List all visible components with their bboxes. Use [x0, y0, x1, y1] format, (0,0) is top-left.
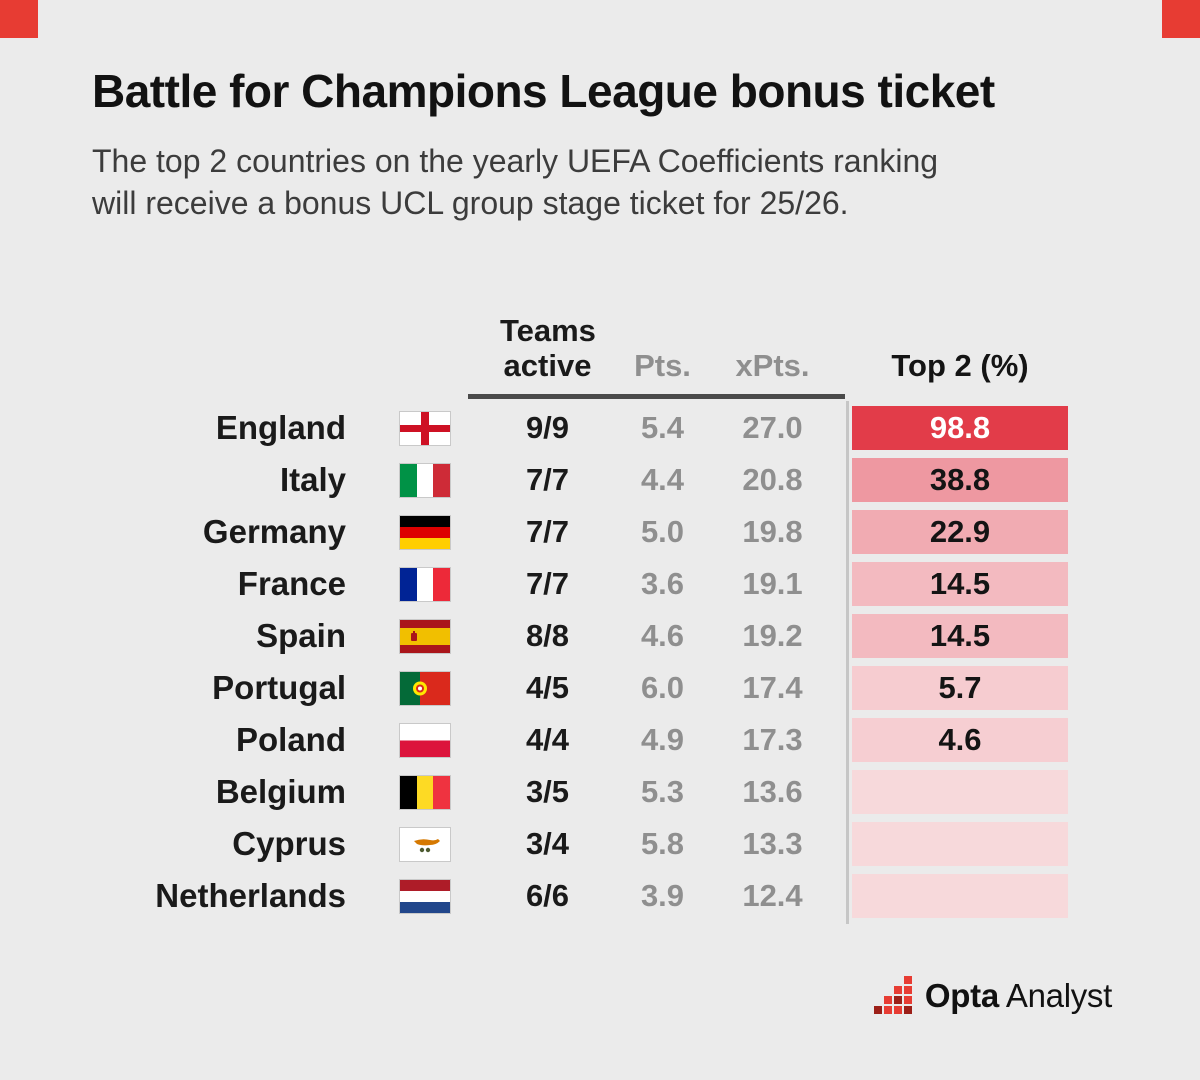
country-name: Italy [279, 461, 346, 498]
teams-active-value: 4/4 [525, 722, 570, 757]
top2-cell [852, 874, 1068, 918]
italy-flag-icon [399, 462, 451, 498]
top2-cell: 14.5 [852, 562, 1068, 606]
pts-value: 5.0 [640, 514, 685, 549]
country-name: Spain [256, 617, 346, 654]
table-row: Poland 4/4 4.9 17.3 4.6 [0, 714, 1200, 766]
belgium-flag-icon [399, 774, 451, 810]
table-row: Germany 7/7 5.0 19.8 22.9 [0, 506, 1200, 558]
page-subtitle-line2: will receive a bonus UCL group stage tic… [92, 185, 849, 222]
page-title: Battle for Champions League bonus ticket [92, 65, 995, 117]
country-name: Poland [235, 721, 346, 758]
brand-name-bold: Opta [924, 977, 999, 1014]
teams-active-value: 4/5 [525, 670, 570, 705]
country-name: Cyprus [232, 825, 346, 862]
pts-value: 3.9 [640, 878, 685, 913]
xpts-value: 19.1 [742, 566, 803, 601]
header-xpts: xPts. [735, 348, 810, 383]
corner-accent-top-right [1162, 0, 1200, 38]
top2-cell: 5.7 [852, 666, 1068, 710]
xpts-value: 12.4 [742, 878, 803, 913]
xpts-value: 17.3 [742, 722, 803, 757]
table-row: Portugal 4/5 6.0 17.4 5.7 [0, 662, 1200, 714]
top2-cell: 22.9 [852, 510, 1068, 554]
pts-value: 3.6 [640, 566, 685, 601]
header-top2-label: Top 2 (%) [891, 348, 1029, 383]
header-teams-line1: Teams [500, 312, 596, 348]
corner-accent-top-left [0, 0, 38, 38]
page-subtitle: The top 2 countries on the yearly UEFA C… [92, 140, 938, 224]
table-row: Italy 7/7 4.4 20.8 38.8 [0, 454, 1200, 506]
xpts-value: 13.6 [742, 774, 803, 809]
country-name: France [237, 565, 346, 602]
teams-active-value: 3/4 [525, 826, 570, 861]
xpts-value: 20.8 [742, 462, 803, 497]
header-divider-line [468, 394, 845, 399]
cyprus-flag-icon [399, 826, 451, 862]
teams-active-value: 6/6 [525, 878, 570, 913]
country-name: Germany [202, 513, 346, 550]
xpts-value: 27.0 [742, 410, 803, 445]
country-name: Netherlands [155, 877, 346, 914]
pts-value: 4.9 [640, 722, 685, 757]
portugal-flag-icon [399, 670, 451, 706]
country-name: England [215, 409, 346, 446]
header-pts: Pts. [634, 348, 691, 383]
xpts-value: 13.3 [742, 826, 803, 861]
spain-flag-icon [399, 618, 451, 654]
pts-value: 5.3 [640, 774, 685, 809]
table-body: England 9/9 5.4 27.0 98.8 Italy 7/7 4.4 … [0, 402, 1200, 922]
table-header-row: Teams active Pts. xPts. Top 2 (%) [0, 288, 1200, 392]
teams-active-value: 7/7 [525, 514, 570, 549]
pts-value: 6.0 [640, 670, 685, 705]
poland-flag-icon [399, 722, 451, 758]
page-subtitle-line1: The top 2 countries on the yearly UEFA C… [92, 143, 939, 179]
xpts-value: 17.4 [742, 670, 803, 705]
top2-cell: 38.8 [852, 458, 1068, 502]
table-row: Cyprus 3/4 5.8 13.3 [0, 818, 1200, 870]
netherlands-flag-icon [399, 878, 451, 914]
header-teams-line2: active [503, 348, 592, 384]
table-row: Netherlands 6/6 3.9 12.4 [0, 870, 1200, 922]
england-flag-icon [399, 410, 451, 446]
table-row: Spain 8/8 4.6 19.2 14.5 [0, 610, 1200, 662]
country-name: Belgium [215, 773, 346, 810]
france-flag-icon [399, 566, 451, 602]
teams-active-value: 3/5 [525, 774, 570, 809]
pts-value: 4.4 [640, 462, 685, 497]
xpts-value: 19.2 [742, 618, 803, 653]
teams-active-value: 7/7 [525, 462, 570, 497]
pts-value: 5.8 [640, 826, 685, 861]
pts-value: 4.6 [640, 618, 685, 653]
xpts-value: 19.8 [742, 514, 803, 549]
pts-value: 5.4 [640, 410, 685, 445]
brand-name-regular: Analyst [1005, 977, 1112, 1014]
top2-cell [852, 822, 1068, 866]
germany-flag-icon [399, 514, 451, 550]
top2-cell: 4.6 [852, 718, 1068, 762]
top2-cell [852, 770, 1068, 814]
teams-active-value: 7/7 [525, 566, 570, 601]
header-top2: Top 2 (%) [815, 348, 1200, 392]
opta-pixels-icon [873, 976, 914, 1016]
table-row: Belgium 3/5 5.3 13.6 [0, 766, 1200, 818]
top2-cell: 14.5 [852, 614, 1068, 658]
country-name: Portugal [212, 669, 346, 706]
header-teams-active: Teams active [500, 312, 596, 392]
teams-active-value: 8/8 [525, 618, 570, 653]
opta-analyst-logo: Opta Analyst [873, 976, 1112, 1016]
teams-active-value: 9/9 [525, 410, 570, 445]
top2-column-divider-line [846, 401, 849, 924]
top2-cell: 98.8 [852, 406, 1068, 450]
table-row: France 7/7 3.6 19.1 14.5 [0, 558, 1200, 610]
table-row: England 9/9 5.4 27.0 98.8 [0, 402, 1200, 454]
